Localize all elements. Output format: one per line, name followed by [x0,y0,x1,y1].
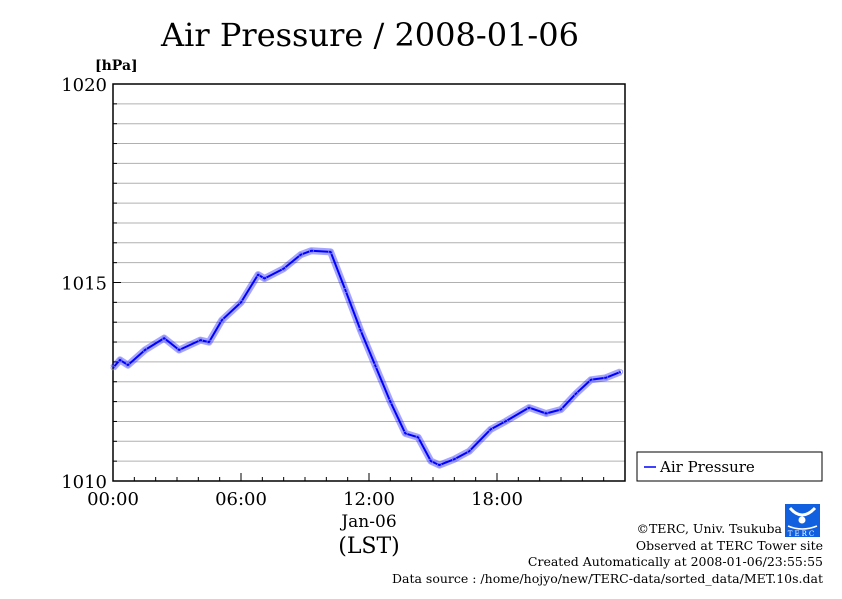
data-point [255,272,261,277]
y-tick-label: 1020 [61,75,107,96]
data-point [308,248,314,254]
y-tick-label: 1010 [61,472,107,493]
chart-title: Air Pressure / 2008-01-06 [160,16,579,54]
data-point [142,347,148,353]
terc-logo: TERC [785,504,820,538]
data-point [466,448,472,454]
copyright-text: ©TERC, Univ. Tsukuba [636,521,782,536]
x-tick-label: 18:00 [471,489,523,510]
data-point [573,391,579,397]
x-axis-date-label: Jan-06 [339,512,396,532]
data-point [428,458,434,464]
legend-label: Air Pressure [659,458,755,476]
data-source-text: Data source : /home/hojyo/new/TERC-data/… [392,571,823,586]
data-point [558,407,564,412]
data-point [176,347,182,353]
data-point [451,456,457,462]
x-tick-label: 12:00 [343,489,395,510]
x-axis-label: (LST) [338,534,400,559]
data-point [387,399,393,405]
data-point [526,405,532,410]
data-point [238,299,244,305]
data-point [198,337,203,343]
legend: Air Pressure [636,451,823,482]
data-point [206,339,212,345]
data-point [219,317,225,323]
data-point [281,266,287,272]
data-point [603,375,609,381]
data-point [328,249,334,255]
data-point [543,411,549,416]
x-tick-label: 00:00 [87,489,139,510]
data-point [436,462,442,468]
data-point [372,363,378,369]
data-point [415,434,421,440]
data-point [262,276,267,281]
data-point [488,426,494,432]
logo-text: TERC [788,530,816,538]
y-tick-label: 1015 [61,274,107,295]
data-point [402,430,408,436]
data-point [343,288,348,293]
x-tick-label: 06:00 [215,489,267,510]
data-point [503,419,508,424]
y-axis-label: [hPa] [95,58,138,74]
data-point [110,365,116,371]
air-pressure-line [112,249,622,467]
data-point [125,362,131,368]
data-point [618,369,624,375]
data-point [117,357,123,363]
data-point [298,252,304,258]
data-point [161,335,167,341]
data-point [358,327,363,333]
observed-text: Observed at TERC Tower site [636,538,823,553]
data-point [588,377,594,383]
created-text: Created Automatically at 2008-01-06/23:5… [528,554,823,569]
